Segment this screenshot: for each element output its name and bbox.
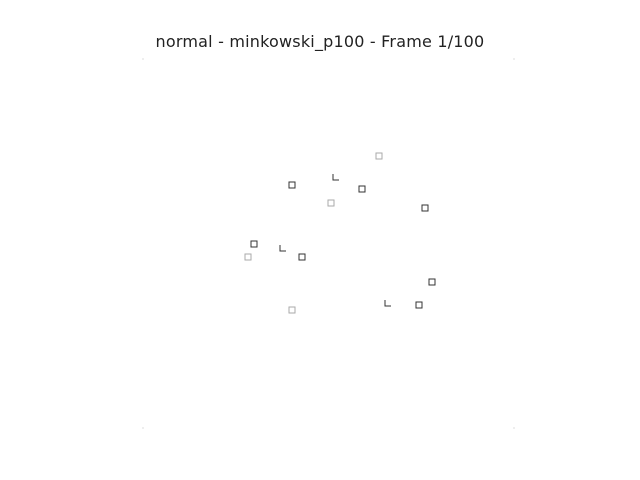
plot-corner-top-right	[513, 58, 515, 60]
point-marker	[415, 301, 423, 309]
plot-corner-bottom-right	[513, 427, 515, 429]
point-marker	[279, 245, 286, 252]
point-marker	[375, 152, 383, 160]
point-marker	[288, 306, 296, 314]
point-marker	[358, 185, 366, 193]
point-marker	[332, 174, 339, 181]
frame-title: normal - minkowski_p100 - Frame 1/100	[155, 32, 485, 51]
point-marker	[244, 253, 252, 261]
point-marker	[250, 240, 258, 248]
point-marker	[421, 204, 429, 212]
plot-corner-bottom-left	[142, 427, 144, 429]
point-marker	[428, 278, 436, 286]
point-marker	[288, 181, 296, 189]
point-marker	[384, 300, 391, 307]
plot-corner-top-left	[142, 58, 144, 60]
point-marker	[298, 253, 306, 261]
point-marker	[327, 199, 335, 207]
